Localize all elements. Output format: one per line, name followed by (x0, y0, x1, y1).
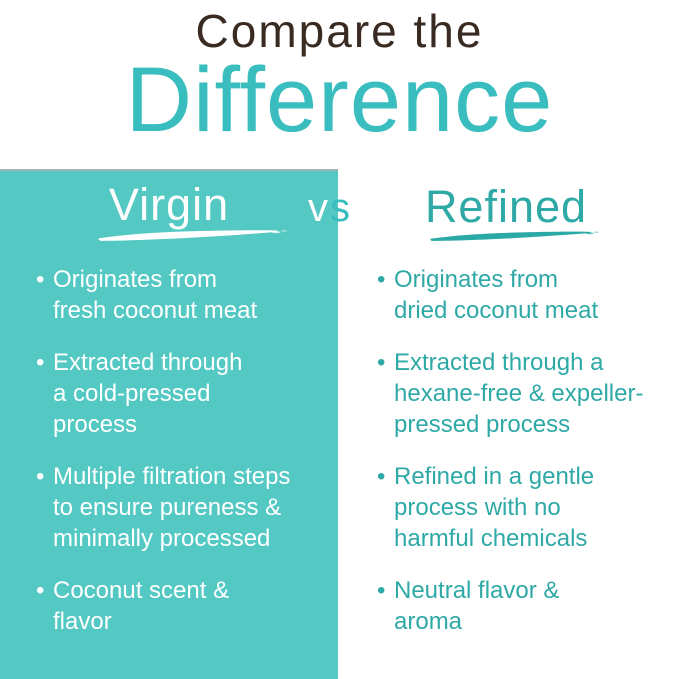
vs-label: vs (308, 188, 352, 228)
bullet-text: Extracted through a cold-pressed process (53, 349, 243, 438)
bullet-dot-icon: • (36, 463, 45, 490)
bullet-dot-icon: • (36, 577, 45, 604)
bullet-text: Originates from dried coconut meat (394, 266, 599, 324)
bullet-text: Neutral flavor & aroma (394, 577, 560, 635)
list-item: • Extracted through a cold-pressed proce… (36, 347, 290, 440)
bullet-dot-icon: • (36, 349, 45, 376)
bullet-text: Extracted through a hexane-free & expell… (394, 349, 644, 438)
title-eyebrow: Compare the (195, 5, 484, 57)
refined-bullet-list: • Originates from dried coconut meat • E… (377, 264, 643, 658)
bullet-dot-icon: • (377, 266, 386, 293)
page-title: Difference (125, 49, 554, 151)
vs-char-right: s (330, 186, 352, 230)
list-item: • Originates from dried coconut meat (377, 264, 643, 326)
list-item: • Extracted through a hexane-free & expe… (377, 347, 643, 440)
vs-char-left: v (308, 186, 330, 230)
list-item: • Multiple filtration steps to ensure pu… (36, 461, 290, 554)
bullet-text: Coconut scent & flavor (53, 577, 230, 635)
bullet-text: Multiple filtration steps to ensure pure… (53, 463, 291, 552)
list-item: • Coconut scent & flavor (36, 575, 290, 637)
list-item: • Refined in a gentle process with no ha… (377, 461, 643, 554)
bullet-text: Refined in a gentle process with no harm… (394, 463, 595, 552)
bullet-dot-icon: • (377, 349, 386, 376)
bullet-dot-icon: • (377, 577, 386, 604)
list-item: • Originates from fresh coconut meat (36, 264, 290, 326)
column-heading-refined: Refined (424, 181, 588, 232)
column-heading-virgin: Virgin (108, 179, 230, 230)
bullet-dot-icon: • (36, 266, 45, 293)
bullet-text: Originates from fresh coconut meat (53, 266, 258, 324)
virgin-bullet-list: • Originates from fresh coconut meat • E… (36, 264, 290, 658)
bullet-dot-icon: • (377, 463, 386, 490)
virgin-panel-background (0, 169, 338, 679)
list-item: • Neutral flavor & aroma (377, 575, 643, 637)
